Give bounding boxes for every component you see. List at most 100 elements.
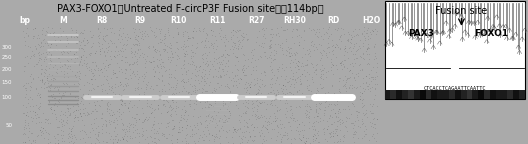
Point [294, 130, 302, 132]
Point [214, 129, 223, 132]
Point [172, 84, 181, 86]
Point [369, 126, 377, 128]
Point [230, 129, 239, 131]
Point [291, 53, 299, 55]
Point [83, 62, 91, 64]
Point [123, 125, 131, 127]
Point [258, 42, 266, 44]
Point [140, 58, 149, 60]
Point [149, 45, 157, 47]
Bar [384, 1, 525, 99]
Point [46, 108, 55, 110]
Point [326, 94, 334, 96]
Point [125, 94, 134, 96]
Point [296, 75, 305, 77]
Point [102, 34, 110, 36]
Point [321, 109, 329, 111]
Point [156, 40, 165, 43]
Point [281, 99, 290, 102]
Point [41, 118, 50, 120]
Point [344, 87, 353, 89]
Point [369, 30, 378, 32]
Point [360, 130, 368, 132]
Text: PAX3: PAX3 [409, 29, 435, 38]
Point [164, 110, 172, 112]
Point [205, 118, 214, 121]
Point [363, 47, 371, 50]
Point [64, 52, 72, 54]
Point [312, 137, 320, 139]
Point [262, 128, 271, 130]
Text: 250: 250 [2, 55, 12, 60]
Point [244, 94, 253, 96]
Point [318, 64, 326, 67]
Point [204, 40, 213, 42]
Point [232, 56, 241, 59]
Point [76, 112, 84, 114]
Point [370, 46, 378, 48]
Point [316, 68, 325, 71]
Point [150, 141, 158, 143]
Point [61, 34, 69, 36]
Point [165, 106, 173, 108]
Point [200, 84, 209, 86]
Point [124, 36, 133, 38]
Point [367, 112, 376, 114]
Point [222, 118, 231, 120]
Point [211, 67, 219, 70]
Point [237, 34, 246, 37]
Point [323, 128, 331, 130]
Point [270, 120, 279, 122]
Point [94, 134, 102, 137]
Point [100, 67, 109, 69]
Point [164, 29, 172, 31]
Point [306, 107, 315, 110]
Text: R10: R10 [171, 16, 187, 25]
Point [71, 69, 80, 72]
Point [132, 61, 140, 63]
Point [66, 114, 74, 116]
Point [312, 73, 320, 75]
Point [273, 124, 281, 126]
Point [91, 104, 99, 106]
Point [65, 69, 74, 71]
Point [346, 41, 354, 43]
Point [333, 124, 341, 127]
Point [138, 52, 147, 54]
Point [74, 109, 82, 111]
Point [241, 99, 249, 101]
Point [290, 42, 298, 44]
Point [178, 117, 187, 119]
Point [312, 137, 320, 139]
Point [305, 97, 314, 99]
Point [210, 42, 218, 44]
Point [194, 116, 202, 118]
Point [138, 133, 146, 135]
Point [190, 64, 199, 67]
Point [64, 132, 73, 135]
Point [128, 106, 136, 108]
Point [200, 45, 209, 48]
Point [180, 59, 188, 62]
Point [335, 35, 344, 38]
Point [146, 112, 155, 114]
Point [135, 118, 143, 120]
Point [328, 52, 337, 55]
Point [161, 33, 169, 35]
Point [334, 140, 343, 142]
Point [262, 139, 270, 141]
Text: R27: R27 [248, 16, 265, 25]
Point [74, 75, 83, 77]
Point [111, 92, 120, 95]
Point [116, 102, 125, 105]
Point [89, 87, 98, 90]
Point [95, 42, 103, 44]
Point [19, 133, 27, 135]
Point [280, 133, 288, 136]
Point [29, 140, 37, 143]
Point [312, 94, 320, 96]
Point [332, 114, 340, 117]
Point [32, 117, 40, 119]
Point [160, 103, 168, 105]
Point [103, 102, 111, 104]
